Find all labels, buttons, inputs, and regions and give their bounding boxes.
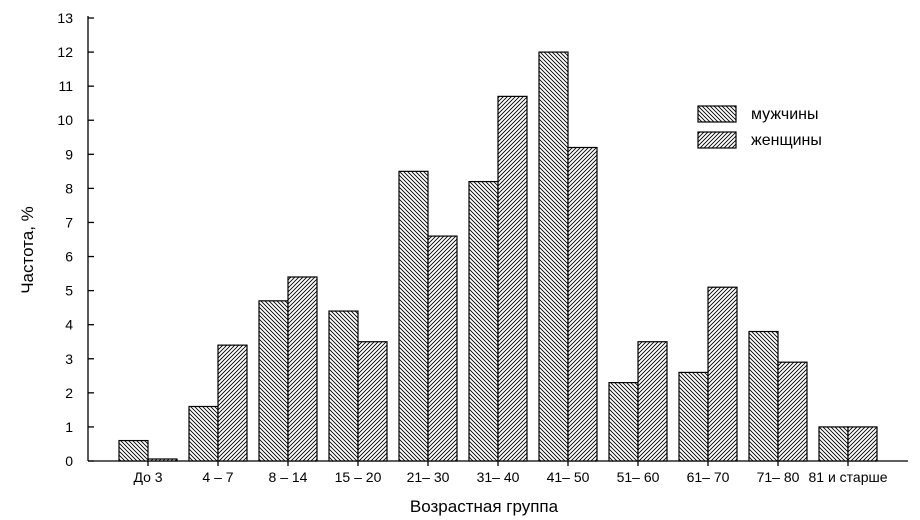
bar-women [707,286,738,462]
bar-men [258,300,289,462]
y-tick-label: 6 [65,249,73,265]
y-tick-label: 13 [57,10,73,26]
x-tick-label: 41– 50 [547,469,590,485]
bar-men [748,330,779,462]
x-tick-label: 61– 70 [687,469,730,485]
x-tick-label: 81 и старше [808,469,887,485]
y-tick-label: 9 [65,146,73,162]
bar-women [427,235,458,462]
legend-swatch [697,105,737,123]
bar-men [468,180,499,462]
y-tick-label: 1 [65,419,73,435]
x-tick-label: 4 – 7 [202,469,233,485]
bar-women [777,361,808,462]
y-tick-label: 7 [65,214,73,230]
bar-men [188,405,219,462]
legend-label: женщины [751,132,822,149]
bar-men [818,426,849,462]
bars [118,51,878,462]
x-tick-label: 15 – 20 [335,469,382,485]
y-tick-label: 10 [57,112,73,128]
x-tick-label: 51– 60 [617,469,660,485]
x-axis-title: Возрастная группа [410,497,559,516]
bar-women [497,95,528,462]
legend-label: мужчины [751,106,819,123]
bar-men [328,310,359,462]
y-tick-label: 4 [65,317,73,333]
bar-men [678,371,709,462]
y-axis-title: Частота, % [18,206,37,294]
x-tick-label: 21– 30 [407,469,450,485]
x-tick-label: 8 – 14 [269,469,308,485]
bar-women [217,344,248,462]
y-tick-label: 2 [65,385,73,401]
x-tick-label: 71– 80 [757,469,800,485]
x-tick-label: 31– 40 [477,469,520,485]
bar-women [287,276,318,462]
x-axis: До 3 4 – 7 8 – 14 15 – 20 21– 30 31– 40 41– 50… [88,460,908,485]
legend-swatch [697,131,737,149]
bar-women [637,341,668,462]
bar-men [398,170,429,462]
y-tick-label: 3 [65,351,73,367]
bar-women [357,341,388,462]
bar-men [118,439,149,462]
bar-men [538,51,569,462]
y-tick-label: 11 [58,78,73,94]
x-tick-label: До 3 [133,469,162,485]
bar-women [147,458,178,462]
y-tick-label: 5 [65,283,73,299]
y-tick-label: 0 [65,453,73,469]
legend: мужчины женщины [697,105,822,149]
y-tick-label: 12 [57,44,73,60]
bar-men [608,382,639,462]
bar-women [567,146,598,462]
bar-women [847,426,878,462]
y-tick-label: 8 [65,180,73,196]
